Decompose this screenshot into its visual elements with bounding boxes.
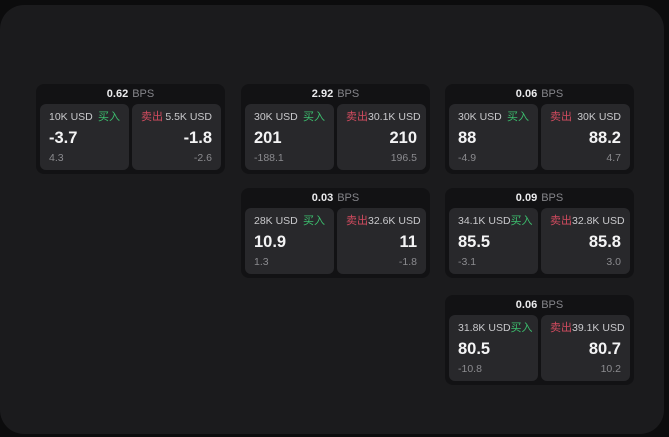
quote-card: 0.09 BPS 34.1K USD 买入 85.5 -3.1 卖出 32.8K… bbox=[445, 188, 634, 278]
buy-delta: 1.3 bbox=[254, 255, 269, 268]
sell-panel[interactable]: 卖出 39.1K USD 80.7 10.2 bbox=[541, 315, 630, 381]
sell-delta: 10.2 bbox=[600, 362, 621, 375]
card-header: 0.06 BPS bbox=[445, 84, 634, 104]
sell-delta: 3.0 bbox=[606, 255, 621, 268]
buy-price: 10.9 bbox=[254, 232, 287, 251]
buy-panel[interactable]: 34.1K USD 买入 85.5 -3.1 bbox=[449, 208, 538, 274]
sell-delta: 196.5 bbox=[390, 151, 417, 164]
sell-price: 80.7 bbox=[588, 339, 621, 358]
sell-panel[interactable]: 卖出 32.6K USD 11 -1.8 bbox=[337, 208, 426, 274]
buy-side-label: 买入 bbox=[510, 322, 533, 334]
quotes-board: 0.62 BPS 10K USD 买入 -3.7 4.3 卖出 5.5K USD bbox=[0, 5, 664, 434]
sell-panel[interactable]: 卖出 5.5K USD -1.8 -2.6 bbox=[132, 104, 221, 170]
buy-price: -3.7 bbox=[49, 128, 78, 147]
quote-card: 0.03 BPS 28K USD 买入 10.9 1.3 卖出 32.6K US… bbox=[241, 188, 430, 278]
bps-value: 0.06 bbox=[515, 298, 538, 311]
buy-price: 88 bbox=[458, 128, 477, 147]
buy-amount: 31.8K USD bbox=[458, 322, 511, 335]
sell-amount: 30K USD bbox=[577, 111, 621, 124]
buy-panel[interactable]: 30K USD 买入 88 -4.9 bbox=[449, 104, 538, 170]
sell-side-label: 卖出 bbox=[550, 111, 572, 123]
sell-panel[interactable]: 卖出 30.1K USD 210 196.5 bbox=[337, 104, 426, 170]
sell-price: 11 bbox=[399, 232, 417, 251]
sell-amount: 30.1K USD bbox=[368, 111, 421, 124]
sell-delta: -2.6 bbox=[193, 151, 212, 164]
buy-delta: -4.9 bbox=[458, 151, 477, 164]
bps-unit-label: BPS bbox=[541, 298, 564, 311]
buy-amount: 30K USD bbox=[458, 111, 502, 124]
sell-side-label: 卖出 bbox=[550, 215, 572, 227]
sell-price: 210 bbox=[389, 128, 417, 147]
quote-card: 0.06 BPS 31.8K USD 买入 80.5 -10.8 卖出 39.1… bbox=[445, 295, 634, 385]
bps-unit-label: BPS bbox=[132, 87, 155, 100]
buy-side-label: 买入 bbox=[303, 111, 325, 123]
sell-side-label: 卖出 bbox=[550, 322, 572, 334]
buy-panel[interactable]: 30K USD 买入 201 -188.1 bbox=[245, 104, 334, 170]
buy-panel[interactable]: 28K USD 买入 10.9 1.3 bbox=[245, 208, 334, 274]
sell-price: -1.8 bbox=[183, 128, 212, 147]
sell-side-label: 卖出 bbox=[346, 111, 368, 123]
sell-delta: 4.7 bbox=[606, 151, 621, 164]
bps-value: 0.06 bbox=[515, 87, 538, 100]
bps-unit-label: BPS bbox=[337, 87, 360, 100]
quote-card: 2.92 BPS 30K USD 买入 201 -188.1 卖出 30.1K … bbox=[241, 84, 430, 174]
sell-panel[interactable]: 卖出 32.8K USD 85.8 3.0 bbox=[541, 208, 630, 274]
sell-amount: 39.1K USD bbox=[572, 322, 625, 335]
buy-side-label: 买入 bbox=[303, 215, 325, 227]
bps-value: 0.03 bbox=[311, 191, 334, 204]
bps-value: 0.09 bbox=[515, 191, 538, 204]
bps-unit-label: BPS bbox=[337, 191, 360, 204]
buy-side-label: 买入 bbox=[510, 215, 533, 227]
card-header: 0.03 BPS bbox=[241, 188, 430, 208]
buy-delta: -188.1 bbox=[254, 151, 284, 164]
buy-panel[interactable]: 31.8K USD 买入 80.5 -10.8 bbox=[449, 315, 538, 381]
bps-unit-label: BPS bbox=[541, 191, 564, 204]
sell-amount: 5.5K USD bbox=[165, 111, 212, 124]
buy-delta: 4.3 bbox=[49, 151, 64, 164]
card-header: 2.92 BPS bbox=[241, 84, 430, 104]
card-header: 0.62 BPS bbox=[36, 84, 225, 104]
sell-amount: 32.6K USD bbox=[368, 215, 421, 228]
bps-value: 0.62 bbox=[106, 87, 129, 100]
buy-price: 201 bbox=[254, 128, 282, 147]
buy-amount: 28K USD bbox=[254, 215, 298, 228]
buy-delta: -3.1 bbox=[458, 255, 477, 268]
buy-delta: -10.8 bbox=[458, 362, 482, 375]
sell-delta: -1.8 bbox=[398, 255, 417, 268]
quote-card: 0.06 BPS 30K USD 买入 88 -4.9 卖出 30K USD bbox=[445, 84, 634, 174]
sell-side-label: 卖出 bbox=[141, 111, 163, 123]
card-header: 0.06 BPS bbox=[445, 295, 634, 315]
sell-side-label: 卖出 bbox=[346, 215, 368, 227]
sell-panel[interactable]: 卖出 30K USD 88.2 4.7 bbox=[541, 104, 630, 170]
buy-panel[interactable]: 10K USD 买入 -3.7 4.3 bbox=[40, 104, 129, 170]
buy-price: 85.5 bbox=[458, 232, 491, 251]
buy-amount: 34.1K USD bbox=[458, 215, 511, 228]
card-header: 0.09 BPS bbox=[445, 188, 634, 208]
buy-amount: 10K USD bbox=[49, 111, 93, 124]
buy-side-label: 买入 bbox=[98, 111, 120, 123]
bps-value: 2.92 bbox=[311, 87, 334, 100]
sell-price: 88.2 bbox=[588, 128, 621, 147]
sell-price: 85.8 bbox=[588, 232, 621, 251]
buy-price: 80.5 bbox=[458, 339, 491, 358]
buy-side-label: 买入 bbox=[507, 111, 529, 123]
quote-card: 0.62 BPS 10K USD 买入 -3.7 4.3 卖出 5.5K USD bbox=[36, 84, 225, 174]
buy-amount: 30K USD bbox=[254, 111, 298, 124]
sell-amount: 32.8K USD bbox=[572, 215, 625, 228]
bps-unit-label: BPS bbox=[541, 87, 564, 100]
